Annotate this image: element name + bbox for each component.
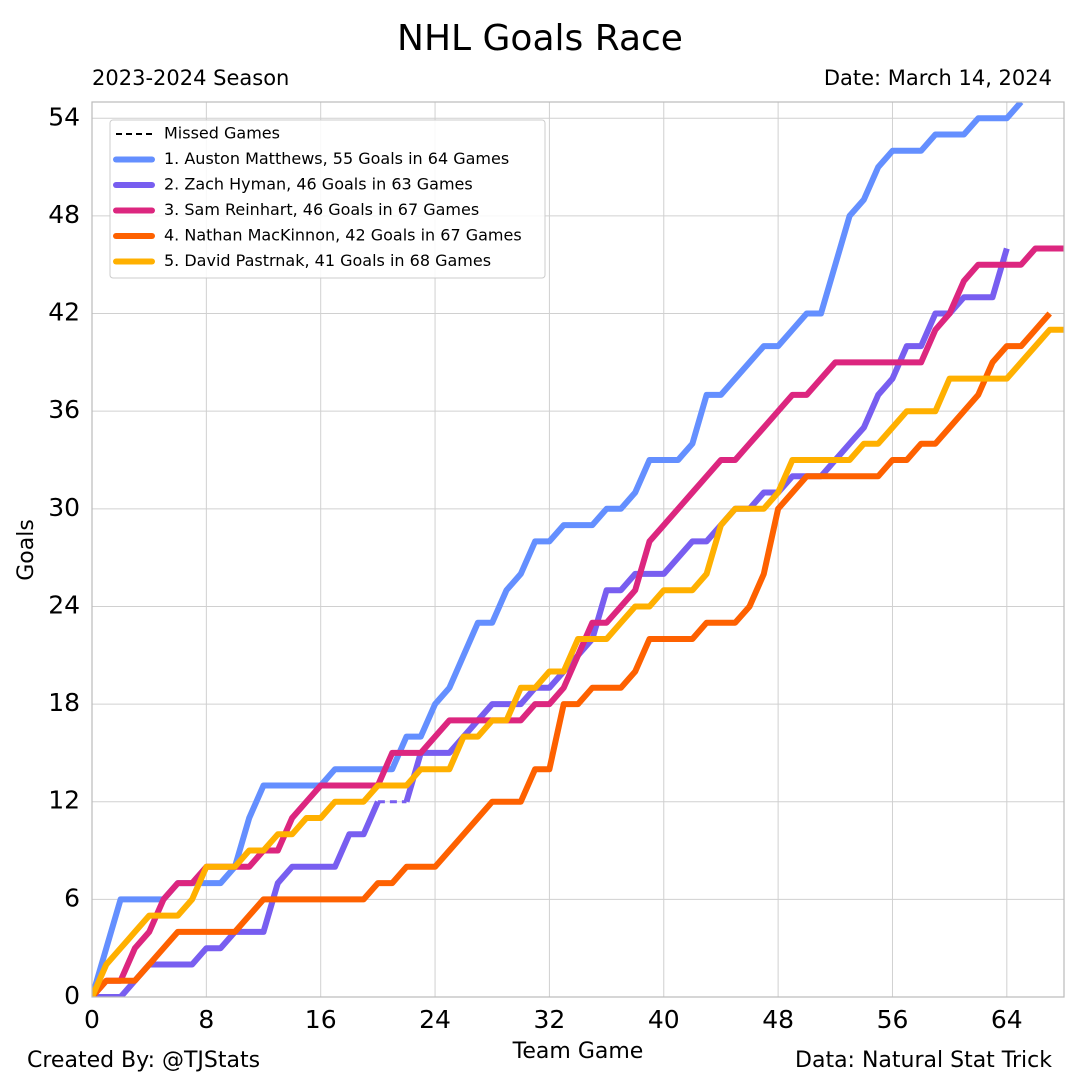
chart-title: NHL Goals Race	[397, 18, 683, 59]
y-tick-label: 0	[64, 981, 80, 1010]
plot-lines	[92, 102, 1064, 997]
series-line	[92, 326, 1064, 997]
legend-box	[109, 119, 546, 279]
legend-label: Missed Games	[164, 124, 280, 143]
legend-label: 3. Sam Reinhart, 46 Goals in 67 Games	[164, 200, 479, 219]
legend-label: 4. Nathan MacKinnon, 42 Goals in 67 Game…	[164, 226, 522, 245]
y-tick-label: 18	[48, 688, 80, 717]
y-tick-label: 48	[48, 200, 80, 229]
legend-label: 2. Zach Hyman, 46 Goals in 63 Games	[164, 175, 473, 194]
y-tick-label: 42	[48, 298, 80, 327]
x-tick-label: 8	[198, 1005, 214, 1034]
x-tick-label: 64	[991, 1005, 1023, 1034]
x-tick-label: 24	[419, 1005, 451, 1034]
y-axis-label: Goals	[14, 519, 39, 581]
series-line	[92, 311, 1052, 997]
y-tick-label: 24	[48, 590, 80, 619]
y-tick-label: 6	[64, 883, 80, 912]
x-tick-label: 0	[84, 1005, 100, 1034]
x-tick-label: 40	[648, 1005, 680, 1034]
x-axis-label: Team Game	[512, 1039, 644, 1064]
y-tick-label: 36	[48, 395, 80, 424]
x-tick-label: 32	[534, 1005, 566, 1034]
legend: Missed Games 1. Auston Matthews, 55 Goals…	[109, 119, 546, 279]
source: Data: Natural Stat Trick	[795, 1048, 1052, 1073]
series-line	[92, 102, 1024, 997]
plot-frame	[91, 101, 1065, 998]
x-tick-label: 48	[762, 1005, 794, 1034]
subtitle: 2023-2024 Season	[92, 66, 289, 90]
date-label: Date: March 14, 2024	[824, 66, 1052, 90]
legend-label: 1. Auston Matthews, 55 Goals in 64 Games	[164, 149, 509, 168]
y-tick-label: 30	[48, 493, 80, 522]
x-tick-label: 56	[877, 1005, 909, 1034]
legend-label: 5. David Pastrnak, 41 Goals in 68 Games	[164, 251, 491, 270]
y-tick-label: 12	[48, 786, 80, 815]
credit: Created By: @TJStats	[27, 1048, 260, 1073]
y-tick-label: 54	[48, 102, 80, 131]
x-tick-label: 16	[305, 1005, 337, 1034]
series-line	[92, 245, 1064, 997]
